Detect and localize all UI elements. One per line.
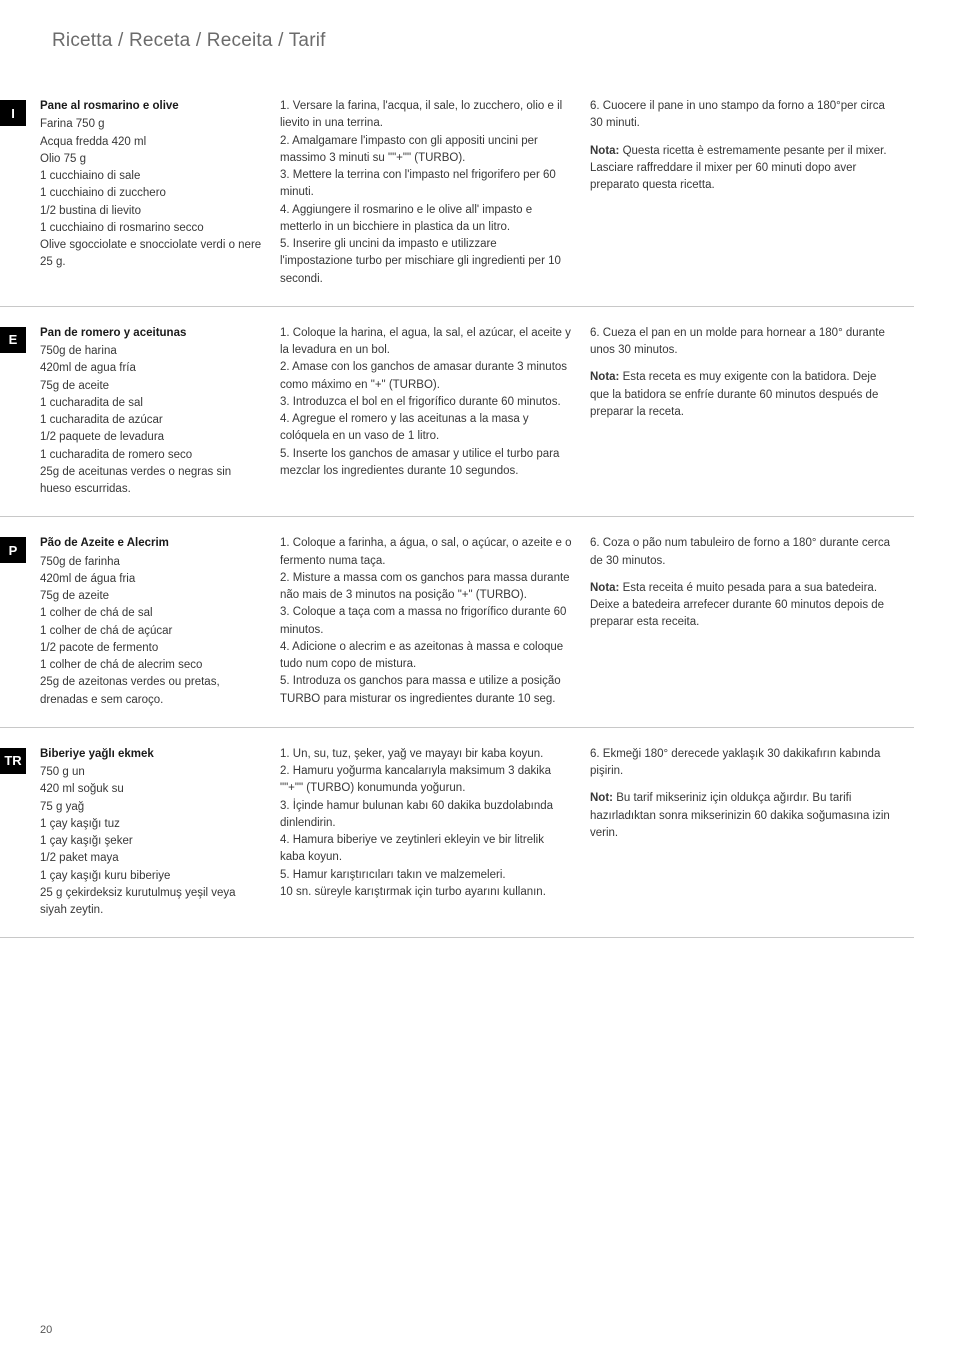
ingredient: 25g de aceitunas verdes o negras sin hue… (40, 464, 262, 499)
step: 1. Un, su, tuz, şeker, yağ ve mayayı bir… (280, 746, 572, 763)
note-block: Nota: Questa ricetta è estremamente pesa… (590, 143, 890, 195)
note-label: Not: (590, 792, 613, 804)
ingredient: 1/2 bustina di lievito (40, 203, 262, 220)
ingredients-col: Pan de romero y aceitunas 750g de harina… (40, 325, 280, 499)
ingredient: 25g de azeitonas verdes ou pretas, drena… (40, 674, 262, 709)
step: 5. Hamur karıştırıcıları takın ve malzem… (280, 867, 572, 884)
ingredient: 1 çay kaşığı şeker (40, 833, 262, 850)
recipe-title: Pan de romero y aceitunas (40, 325, 262, 342)
lang-tab: I (0, 100, 26, 126)
note-label: Nota: (590, 582, 619, 594)
ingredient: 75g de azeite (40, 588, 262, 605)
lang-tab: E (0, 327, 26, 353)
step: 4. Agregue el romero y las aceitunas a l… (280, 411, 572, 446)
ingredient: 1 colher de chá de sal (40, 605, 262, 622)
note-line: 6. Cuocere il pane in uno stampo da forn… (590, 98, 890, 133)
note-line: 6. Ekmeği 180° derecede yaklaşık 30 daki… (590, 746, 890, 781)
ingredients-col: Biberiye yağlı ekmek 750 g un 420 ml soğ… (40, 746, 280, 920)
note-block: Nota: Esta receita é muito pesada para a… (590, 580, 890, 632)
step: 2. Hamuru yoğurma kancalarıyla maksimum … (280, 763, 572, 798)
step: 1. Versare la farina, l'acqua, il sale, … (280, 98, 572, 133)
ingredients-col: Pane al rosmarino e olive Farina 750 g A… (40, 98, 280, 288)
steps-col: 1. Versare la farina, l'acqua, il sale, … (280, 98, 590, 288)
step: 5. Inserire gli uncini da impasto e util… (280, 236, 572, 288)
recipe-title: Biberiye yağlı ekmek (40, 746, 262, 763)
ingredient: 1 cucharadita de azúcar (40, 412, 262, 429)
ingredient: 750g de farinha (40, 554, 262, 571)
note-line: 6. Coza o pão num tabuleiro de forno a 1… (590, 535, 890, 570)
step: 4. Hamura biberiye ve zeytinleri ekleyin… (280, 832, 572, 867)
step: 10 sn. süreyle karıştırmak için turbo ay… (280, 884, 572, 901)
step: 3. Mettere la terrina con l'impasto nel … (280, 167, 572, 202)
note-block: Not: Bu tarif mikseriniz için oldukça ağ… (590, 790, 890, 842)
recipe-title: Pane al rosmarino e olive (40, 98, 262, 115)
steps-col: 1. Coloque a farinha, a água, o sal, o a… (280, 535, 590, 709)
ingredient: 1 çay kaşığı kuru biberiye (40, 868, 262, 885)
ingredient: 1/2 paket maya (40, 850, 262, 867)
step: 2. Amalgamare l'impasto con gli appositi… (280, 133, 572, 168)
recipe-section: E Pan de romero y aceitunas 750g de hari… (0, 307, 914, 518)
notes-col: 6. Cueza el pan en un molde para hornear… (590, 325, 890, 499)
note-block: Nota: Esta receta es muy exigente con la… (590, 369, 890, 421)
ingredient: 750g de harina (40, 343, 262, 360)
step: 3. Coloque a taça com a massa no frigorí… (280, 604, 572, 639)
notes-col: 6. Ekmeği 180° derecede yaklaşık 30 daki… (590, 746, 890, 920)
steps-col: 1. Un, su, tuz, şeker, yağ ve mayayı bir… (280, 746, 590, 920)
ingredient: 1 colher de chá de açúcar (40, 623, 262, 640)
ingredient: 1 cucchiaino di rosmarino secco (40, 220, 262, 237)
ingredient: 420 ml soğuk su (40, 781, 262, 798)
note-label: Nota: (590, 145, 619, 157)
ingredients-list: 750g de farinha 420ml de água fria 75g d… (40, 554, 262, 709)
lang-tab: P (0, 537, 26, 563)
ingredient: 1/2 paquete de levadura (40, 429, 262, 446)
step: 3. Introduzca el bol en el frigorífico d… (280, 394, 572, 411)
ingredient: 420ml de água fria (40, 571, 262, 588)
note-line: 6. Cueza el pan en un molde para hornear… (590, 325, 890, 360)
recipe-section: TR Biberiye yağlı ekmek 750 g un 420 ml … (0, 728, 914, 939)
ingredient: 420ml de agua fría (40, 360, 262, 377)
ingredients-list: 750 g un 420 ml soğuk su 75 g yağ 1 çay … (40, 764, 262, 919)
recipe-section: P Pão de Azeite e Alecrim 750g de farinh… (0, 517, 914, 728)
ingredient: Farina 750 g (40, 116, 262, 133)
note-text: Bu tarif mikseriniz için oldukça ağırdır… (590, 792, 890, 839)
step: 2. Amase con los ganchos de amasar duran… (280, 359, 572, 394)
ingredient: 1 cucharadita de sal (40, 395, 262, 412)
ingredient: Olive sgocciolate e snocciolate verdi o … (40, 237, 262, 272)
page-title: Ricetta / Receta / Receita / Tarif (52, 30, 914, 52)
note-text: Questa ricetta è estremamente pesante pe… (590, 145, 887, 192)
ingredients-list: Farina 750 g Acqua fredda 420 ml Olio 75… (40, 116, 262, 271)
ingredient: 1/2 pacote de fermento (40, 640, 262, 657)
step: 4. Adicione o alecrim e as azeitonas à m… (280, 639, 572, 674)
ingredient: 25 g çekirdeksiz kurutulmuş yeşil veya s… (40, 885, 262, 920)
step: 5. Inserte los ganchos de amasar y utili… (280, 446, 572, 481)
ingredient: 1 cucchiaino di sale (40, 168, 262, 185)
ingredient: 1 colher de chá de alecrim seco (40, 657, 262, 674)
lang-tab: TR (0, 748, 26, 774)
step: 1. Coloque la harina, el agua, la sal, e… (280, 325, 572, 360)
step: 1. Coloque a farinha, a água, o sal, o a… (280, 535, 572, 570)
ingredient: 750 g un (40, 764, 262, 781)
ingredients-list: 750g de harina 420ml de agua fría 75g de… (40, 343, 262, 498)
note-text: Esta receita é muito pesada para a sua b… (590, 582, 884, 629)
step: 2. Misture a massa com os ganchos para m… (280, 570, 572, 605)
notes-col: 6. Cuocere il pane in uno stampo da forn… (590, 98, 890, 288)
ingredient: 1 cucchiaino di zucchero (40, 185, 262, 202)
ingredient: Acqua fredda 420 ml (40, 134, 262, 151)
step: 3. İçinde hamur bulunan kabı 60 dakika b… (280, 798, 572, 833)
step: 5. Introduza os ganchos para massa e uti… (280, 673, 572, 708)
steps-col: 1. Coloque la harina, el agua, la sal, e… (280, 325, 590, 499)
note-text: Esta receta es muy exigente con la batid… (590, 371, 878, 418)
ingredients-col: Pão de Azeite e Alecrim 750g de farinha … (40, 535, 280, 709)
recipe-section: I Pane al rosmarino e olive Farina 750 g… (0, 80, 914, 307)
ingredient: 1 çay kaşığı tuz (40, 816, 262, 833)
ingredient: 75 g yağ (40, 799, 262, 816)
note-label: Nota: (590, 371, 619, 383)
step: 4. Aggiungere il rosmarino e le olive al… (280, 202, 572, 237)
ingredient: 1 cucharadita de romero seco (40, 447, 262, 464)
ingredient: Olio 75 g (40, 151, 262, 168)
recipe-title: Pão de Azeite e Alecrim (40, 535, 262, 552)
notes-col: 6. Coza o pão num tabuleiro de forno a 1… (590, 535, 890, 709)
page-number: 20 (40, 1324, 52, 1336)
ingredient: 75g de aceite (40, 378, 262, 395)
